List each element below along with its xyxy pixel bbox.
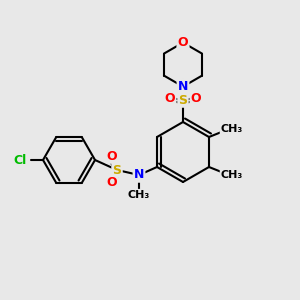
Text: O: O [178, 36, 188, 49]
Text: S: S [178, 94, 188, 106]
Text: S: S [112, 164, 122, 176]
Text: CH₃: CH₃ [128, 190, 150, 200]
Text: CH₃: CH₃ [221, 170, 243, 180]
Text: O: O [191, 92, 201, 104]
Text: CH₃: CH₃ [221, 124, 243, 134]
Text: N: N [178, 80, 188, 93]
Text: N: N [134, 169, 144, 182]
Text: Cl: Cl [14, 154, 27, 166]
Text: O: O [107, 149, 117, 163]
Text: O: O [165, 92, 175, 104]
Text: O: O [107, 176, 117, 188]
